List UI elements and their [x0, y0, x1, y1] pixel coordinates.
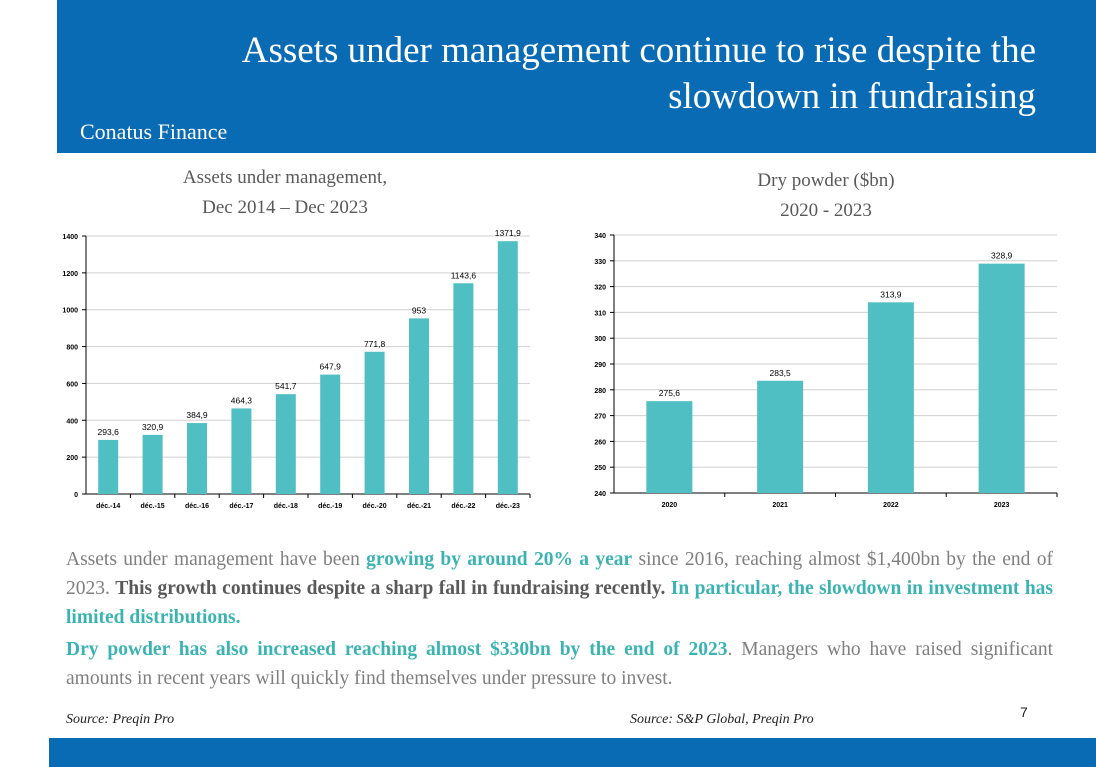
dry-y-tick-label: 300 — [594, 336, 606, 343]
aum-x-tick-label: déc.-22 — [451, 503, 475, 510]
p1-highlight-slowdown: In particular, the slowdown in investmen… — [66, 578, 1054, 628]
dry-bar — [646, 401, 693, 493]
aum-x-tick-label: déc.-17 — [229, 503, 253, 510]
title-line-2: slowdown in fundraising — [668, 76, 1036, 117]
dry-bar — [757, 380, 804, 493]
aum-data-label: 953 — [412, 305, 426, 315]
dry-chart-title: Dry powder ($bn) 2020 - 2023 — [676, 166, 976, 226]
aum-bar — [497, 241, 518, 494]
aum-bar — [142, 434, 163, 494]
dry-data-label: 283,5 — [769, 368, 791, 378]
aum-data-label: 293,6 — [98, 427, 120, 437]
aum-bar — [275, 394, 296, 494]
dry-x-tick-label: 2021 — [772, 502, 788, 509]
aum-data-label: 320,9 — [142, 422, 164, 432]
aum-data-label: 384,9 — [186, 410, 208, 420]
p2-text-b: . Managers who have raised significant a… — [66, 639, 1054, 689]
aum-y-tick-label: 600 — [66, 381, 78, 388]
aum-title-line-2: Dec 2014 – Dec 2023 — [202, 197, 368, 218]
footer-band — [49, 738, 1096, 767]
aum-y-tick-label: 1400 — [62, 234, 78, 241]
aum-y-tick-label: 800 — [66, 345, 78, 352]
aum-data-label: 647,9 — [320, 362, 342, 372]
page-number: 7 — [1020, 704, 1028, 720]
aum-y-tick-label: 1000 — [62, 308, 78, 315]
aum-x-tick-label: déc.-20 — [363, 503, 387, 510]
paragraph-dry-powder: Dry powder has also increased reaching a… — [66, 635, 1053, 693]
aum-data-label: 541,7 — [275, 381, 297, 391]
source-right: Source: S&P Global, Preqin Pro — [630, 712, 814, 727]
p1-highlight-growth: growing by around 20% a year — [366, 549, 633, 570]
paragraph-aum: Assets under management have been growin… — [66, 545, 1053, 632]
dry-data-label: 275,6 — [659, 388, 681, 398]
aum-bar — [320, 374, 341, 494]
dry-y-tick-label: 280 — [594, 388, 606, 395]
dry-bar — [978, 263, 1025, 493]
aum-bar — [453, 283, 474, 494]
dry-y-tick-label: 270 — [594, 414, 606, 421]
brand-name: Conatus Finance — [80, 119, 228, 144]
dry-y-tick-label: 340 — [594, 233, 606, 240]
aum-data-label: 1143,6 — [451, 270, 477, 280]
dry-x-tick-label: 2023 — [994, 502, 1010, 509]
dry-data-label: 313,9 — [880, 289, 902, 299]
dry-data-label: 328,9 — [991, 251, 1013, 261]
aum-x-tick-label: déc.-16 — [185, 503, 209, 510]
dry-x-tick-label: 2020 — [662, 502, 678, 509]
dry-y-tick-label: 290 — [594, 362, 606, 369]
aum-x-tick-label: déc.-15 — [141, 503, 165, 510]
dry-y-tick-label: 240 — [594, 491, 606, 498]
dry-y-tick-label: 310 — [594, 310, 606, 317]
dry-bar — [867, 302, 914, 493]
aum-x-tick-label: déc.-21 — [407, 503, 431, 510]
aum-title-line-1: Assets under management, — [182, 167, 388, 188]
aum-bar — [409, 318, 429, 494]
aum-x-tick-label: déc.-14 — [96, 503, 120, 510]
dry-y-tick-label: 260 — [594, 439, 606, 446]
p1-bold-growth: This growth continues despite a sharp fa… — [115, 578, 666, 599]
aum-y-tick-label: 200 — [66, 455, 78, 462]
p1-text-a: Assets under management have been — [66, 549, 367, 570]
aum-x-tick-label: déc.-23 — [496, 503, 520, 510]
source-left: Source: Preqin Pro — [66, 712, 175, 727]
dry-y-tick-label: 330 — [594, 259, 606, 266]
page-title: Assets under management continue to rise… — [136, 28, 1036, 120]
aum-data-label: 771,8 — [364, 339, 386, 349]
aum-y-tick-label: 1200 — [62, 271, 78, 278]
dry-y-tick-label: 250 — [594, 465, 606, 472]
title-line-1: Assets under management continue to rise… — [241, 30, 1036, 71]
aum-bar — [364, 351, 385, 494]
aum-bar — [231, 408, 252, 494]
aum-bar — [98, 439, 119, 494]
dry-y-tick-label: 320 — [594, 285, 606, 292]
p2-highlight-dry-powder: Dry powder has also increased reaching a… — [66, 639, 728, 660]
aum-y-tick-label: 0 — [74, 492, 78, 499]
p1-text-c: since 2016, reaching almost $1,400bn by … — [66, 549, 1053, 599]
aum-data-label: 464,3 — [231, 395, 253, 405]
aum-y-tick-label: 400 — [66, 418, 78, 425]
dry-title-line-1: Dry powder ($bn) — [757, 170, 895, 191]
header-band — [57, 0, 1096, 153]
aum-x-tick-label: déc.-18 — [274, 503, 298, 510]
dry-x-tick-label: 2022 — [883, 502, 899, 509]
dry-title-line-2: 2020 - 2023 — [780, 200, 872, 221]
aum-data-label: 1371,9 — [495, 228, 521, 238]
aum-x-tick-label: déc.-19 — [318, 503, 342, 510]
aum-bar — [187, 423, 207, 494]
aum-chart-title: Assets under management, Dec 2014 – Dec … — [130, 163, 440, 223]
